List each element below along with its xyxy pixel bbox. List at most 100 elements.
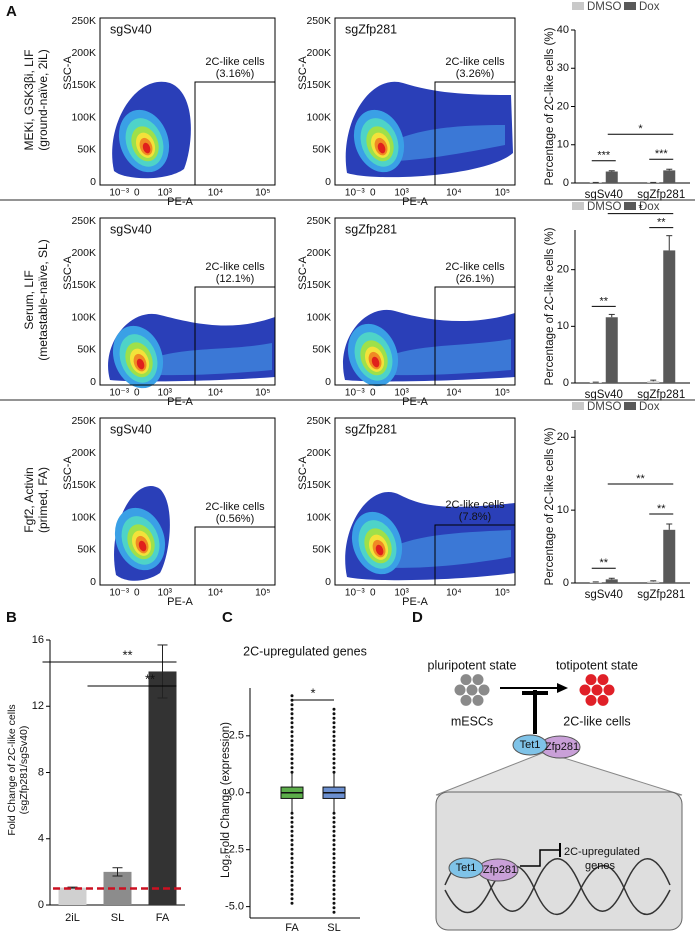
gate-value: (3.26%) (456, 68, 495, 80)
y-tick-label: 100K (306, 311, 331, 323)
sample-label: sgZfp281 (345, 222, 397, 236)
y-tick-label: 50K (77, 544, 96, 556)
y-tick-label: 0.0 (229, 787, 244, 799)
y-tick-label: 0 (90, 376, 96, 388)
y-tick-label: 4 (38, 833, 44, 845)
legend-swatch (572, 202, 584, 210)
gate (434, 286, 516, 386)
x-axis-label: PE-A (402, 596, 428, 608)
y-tick-label: 0 (563, 177, 569, 189)
density-layer (375, 544, 384, 556)
condition-label: MEKi, GSK3βi, LIF (22, 50, 36, 151)
significance-label: ** (657, 217, 666, 229)
x-tick-label: 10⁵ (495, 188, 510, 199)
x-tick-label: 0 (370, 588, 376, 599)
legend-swatch (572, 2, 584, 10)
significance-label: *** (655, 148, 669, 160)
y-tick-label: 100K (71, 311, 96, 323)
cell-label: 2C-like cells (563, 714, 630, 728)
density-plot (343, 309, 515, 387)
panel-label: B (6, 609, 17, 626)
y-tick-label: -5.0 (225, 901, 244, 913)
x-tick-label: 10³ (394, 188, 409, 199)
x-tick-label: 10⁴ (208, 388, 223, 399)
x-tick-label: sgSv40 (585, 589, 623, 601)
y-tick-label: 250K (71, 215, 96, 227)
cell-label: mESCs (451, 714, 493, 728)
cell (460, 694, 472, 706)
x-tick-label: 10⁻³ (345, 388, 365, 399)
x-axis-label: PE-A (167, 396, 193, 408)
y-axis-label: SSC-A (297, 256, 309, 290)
cell (597, 674, 609, 686)
cell (466, 684, 478, 696)
x-tick-label: 0 (134, 588, 140, 599)
y-axis-label: Percentage of 2C-like cells (%) (544, 227, 556, 385)
panel-label: C (222, 609, 233, 626)
bar (605, 171, 618, 183)
bar (605, 317, 618, 383)
gate-value: (26.1%) (456, 273, 495, 285)
x-tick-label: FA (285, 922, 299, 934)
y-axis-label: Percentage of 2C-like cells (%) (544, 427, 556, 585)
significance-label: ** (636, 473, 645, 485)
legend-swatch (572, 402, 584, 410)
x-tick-label: 10³ (158, 588, 173, 599)
protein-label: Tet1 (520, 739, 541, 751)
condition-label: (primed, FA) (36, 467, 50, 533)
significance-label: ** (145, 671, 155, 686)
x-tick-label: 10⁵ (495, 388, 510, 399)
bar (589, 582, 602, 583)
x-tick-label: 10⁴ (446, 188, 461, 199)
x-tick-label: sgZfp281 (637, 389, 685, 401)
bar (647, 581, 660, 583)
x-axis-label: PE-A (402, 196, 428, 208)
sample-label: sgSv40 (110, 422, 152, 436)
bar (589, 382, 602, 383)
y-tick-label: 100K (71, 111, 96, 123)
y-tick-label: 0 (90, 576, 96, 588)
density-plot (345, 81, 513, 178)
x-tick-label: 10⁴ (446, 588, 461, 599)
bar (647, 381, 660, 383)
x-tick-label: 10⁵ (495, 588, 510, 599)
diagram: pluripotent state totipotent state mESCs… (428, 658, 683, 931)
x-axis-label: PE-A (167, 196, 193, 208)
y-tick-label: 0 (563, 577, 569, 589)
x-tick-label: 10⁴ (208, 188, 223, 199)
gate-label: 2C-like cells (205, 261, 265, 273)
x-tick-label: 2iL (65, 912, 80, 924)
significance-label: *** (597, 150, 611, 162)
state-label: totipotent state (556, 658, 638, 672)
y-tick-label: 200K (306, 447, 331, 459)
bar (663, 170, 676, 183)
protein-label: Zfp281 (483, 864, 517, 876)
inhibition (520, 849, 560, 867)
gene-label: 2C-upregulated (564, 846, 640, 858)
sample-label: sgZfp281 (345, 22, 397, 36)
y-tick-label: 250K (71, 15, 96, 27)
significance-label: ** (122, 647, 132, 662)
cell (472, 674, 484, 686)
gene-label: genes (585, 860, 615, 872)
y-axis-label: Percentage of 2C-like cells (%) (544, 27, 556, 185)
significance-label: ** (599, 557, 608, 569)
y-tick-label: 50K (77, 144, 96, 156)
x-tick-label: 10⁵ (255, 588, 270, 599)
y-tick-label: 150K (306, 479, 331, 491)
legend-label: DMSO (587, 1, 622, 13)
x-tick-label: 10⁻³ (345, 188, 365, 199)
y-tick-label: 20 (557, 264, 569, 276)
cell (603, 684, 615, 696)
legend-label: Dox (639, 201, 660, 213)
chart-title: 2C-upregulated genes (243, 644, 367, 658)
gate-label: 2C-like cells (205, 501, 265, 513)
bar (148, 671, 177, 905)
protein-label: Tet1 (456, 862, 477, 874)
y-tick-label: 200K (71, 47, 96, 59)
x-tick-label: 10⁻³ (109, 188, 129, 199)
cell (597, 694, 609, 706)
y-tick-label: 250K (306, 15, 331, 27)
y-tick-label: 50K (312, 344, 331, 356)
